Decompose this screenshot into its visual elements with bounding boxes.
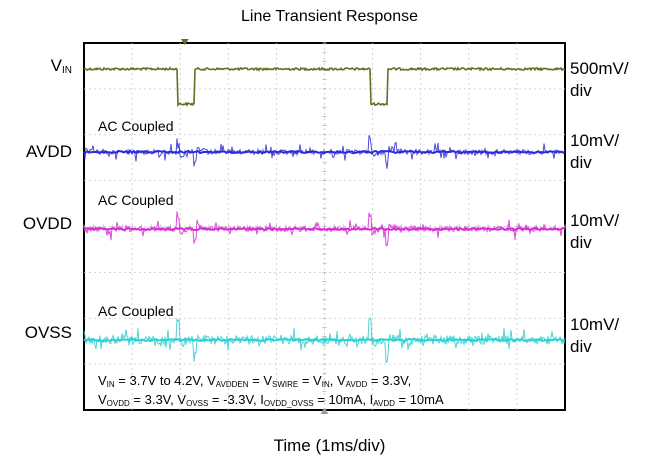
conditions-part: = 10mA xyxy=(394,392,444,407)
conditions-part: = 3.3V, xyxy=(367,373,412,388)
scale-label-ovdd: 10mV/div xyxy=(570,211,620,252)
trace-vin xyxy=(83,66,565,108)
conditions-part: OVSS xyxy=(186,399,209,408)
scale-label-ovss: 10mV/div xyxy=(570,315,620,356)
conditions-part: SWIRE xyxy=(272,380,299,389)
conditions-part: = V xyxy=(298,373,322,388)
conditions-line-1: VIN = 3.7V to 4.2V, VAVDDEN = VSWIRE = V… xyxy=(98,372,411,394)
trace-ovss-core xyxy=(83,337,565,343)
conditions-part: IN xyxy=(106,380,115,389)
plot-grid xyxy=(83,42,566,411)
trigger-marker xyxy=(180,39,189,45)
time-center-marker xyxy=(320,408,329,414)
chart-title: Line Transient Response xyxy=(241,8,418,25)
conditions-part: AVDD xyxy=(373,399,395,408)
scale-label-vin: 500mV/div xyxy=(570,59,629,100)
plot-traces xyxy=(83,66,566,364)
annotation-ac-coupled-ovss: AC Coupled xyxy=(98,303,174,319)
x-axis-label: Time (1ms/div) xyxy=(273,436,386,455)
conditions-part: OVDD_OVSS xyxy=(263,399,314,408)
channel-label-avdd: AVDD xyxy=(26,142,72,161)
conditions-part: AVDDEN xyxy=(215,380,249,389)
conditions-part: V xyxy=(98,373,107,388)
conditions-part: = 3.7V to 4.2V, V xyxy=(114,373,216,388)
conditions-part: = -3.3V, I xyxy=(208,392,264,407)
conditions-part: IN xyxy=(321,380,330,389)
conditions-part: AVDD xyxy=(345,380,368,389)
conditions-part: OVDD xyxy=(106,399,130,408)
conditions-part: , V xyxy=(329,373,346,388)
plot-markers xyxy=(180,39,329,414)
conditions-line-2: VOVDD = 3.3V, VOVSS = -3.3V, IOVDD_OVSS … xyxy=(98,391,444,413)
channel-label-ovdd: OVDD xyxy=(22,214,72,233)
annotation-ac-coupled-ovdd: AC Coupled xyxy=(98,192,174,208)
conditions-part: = 3.3V, V xyxy=(129,392,187,407)
scale-label-avdd: 10mV/div xyxy=(570,131,620,172)
annotation-ac-coupled-avdd: AC Coupled xyxy=(98,118,174,134)
conditions-part: V xyxy=(98,392,107,407)
channel-label-vin: VIN xyxy=(50,56,72,76)
conditions-part: = V xyxy=(248,373,272,388)
channel-label-ovss: OVSS xyxy=(24,323,72,342)
trace-ovdd-core xyxy=(83,226,565,232)
trace-avdd-core xyxy=(83,149,565,155)
conditions-part: = 10mA, I xyxy=(313,392,374,407)
